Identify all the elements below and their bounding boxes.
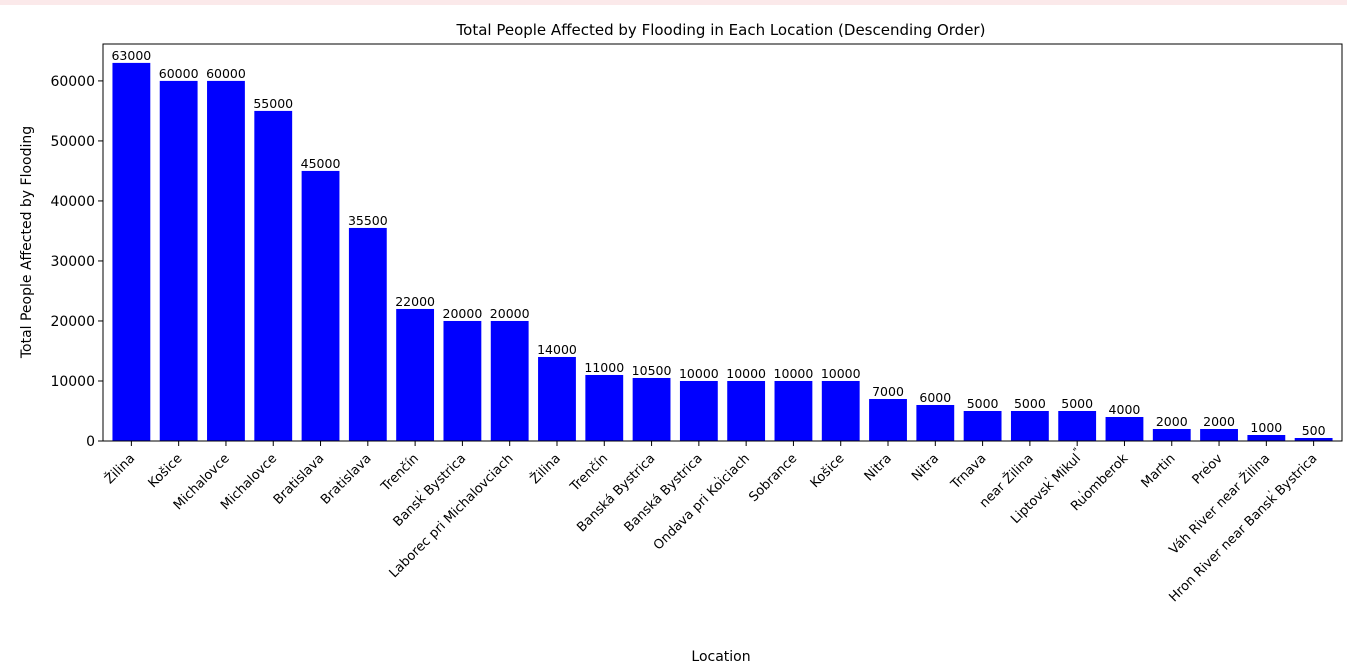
bar: [916, 404, 955, 441]
bar-value-label: 5000: [1014, 396, 1046, 411]
bar-value-label: 2000: [1203, 414, 1235, 429]
y-tick-label: 10000: [50, 374, 95, 390]
bar-value-label: 2000: [1156, 414, 1188, 429]
bar: [774, 380, 813, 441]
y-tick-label: 50000: [50, 134, 95, 150]
bar-value-label: 22000: [395, 294, 435, 309]
x-axis: Žilina KošiceMichalovceMichalovceBratisla…: [101, 441, 1320, 605]
bar: [727, 380, 766, 441]
bar: [679, 380, 718, 441]
bar: [821, 380, 860, 441]
bar: [1105, 416, 1144, 441]
bar: [1010, 410, 1049, 441]
plot-frame: [102, 43, 1343, 442]
bar-value-label: 4000: [1109, 402, 1141, 417]
bar-value-label: 10000: [679, 366, 719, 381]
bar: [538, 356, 576, 441]
bar-value-label: 55000: [253, 96, 293, 111]
y-tick-label: 40000: [50, 194, 95, 210]
bar: [1200, 428, 1238, 441]
bar-value-label: 10000: [821, 366, 861, 381]
bar: [632, 377, 671, 441]
bar-value-label: 20000: [490, 306, 530, 321]
bar: [585, 374, 624, 441]
x-tick-label: Trnava: [948, 451, 990, 493]
bar-value-label: 14000: [537, 342, 577, 357]
x-tick-label: Nitra: [862, 451, 895, 484]
bar-value-label: 500: [1302, 423, 1326, 438]
x-tick-label: Preࠠov: [1188, 450, 1226, 488]
bar: [1058, 410, 1097, 441]
bar-value-label: 10500: [632, 363, 672, 378]
value-labels-group: 63000 60000 60000 55000 45000 35500 22000 20000…: [111, 48, 1325, 438]
bar-value-label: 7000: [872, 384, 904, 399]
y-tick-label: 20000: [50, 314, 95, 330]
bar: [112, 62, 151, 442]
bar-value-label: 63000: [111, 48, 151, 63]
x-tick-label: Žilina: [101, 451, 138, 488]
y-axis-label: Total People Affected by Flooding: [19, 126, 35, 359]
x-axis-label: Location: [691, 649, 750, 665]
bar-value-label: 35500: [348, 213, 388, 228]
y-tick-label: 60000: [50, 74, 95, 90]
chart-title: Total People Affected by Flooding in Eac…: [456, 21, 986, 39]
bar: [159, 80, 198, 441]
bar: [1294, 437, 1333, 441]
bar-value-label: 45000: [301, 156, 341, 171]
bar: [1247, 434, 1286, 441]
bar: [254, 110, 293, 441]
bar-value-label: 11000: [584, 360, 624, 375]
bar-value-label: 5000: [1061, 396, 1093, 411]
bar: [207, 80, 245, 441]
bar: [301, 170, 340, 441]
x-tick-label: Bratislava: [318, 451, 375, 508]
bar: [869, 398, 907, 441]
bar-value-label: 10000: [726, 366, 766, 381]
bar: [396, 308, 435, 441]
y-tick-label: 0: [86, 434, 95, 450]
x-tick-label: Nitra: [909, 451, 942, 484]
bar-value-label: 20000: [443, 306, 483, 321]
bar: [490, 320, 529, 441]
bar: [963, 410, 1002, 441]
x-tick-label: Košice: [808, 451, 848, 491]
bar-value-label: 10000: [774, 366, 814, 381]
bar-value-label: 60000: [206, 66, 246, 81]
top-strip: [0, 0, 1347, 5]
x-tick-label: Košice: [146, 451, 186, 491]
y-tick-label: 30000: [50, 254, 95, 270]
bar: [443, 320, 482, 441]
bar-value-label: 1000: [1250, 420, 1282, 435]
x-tick-label: Trenčín: [378, 451, 422, 495]
y-axis: 0 10000 20000 30000 40000 50000 60000: [50, 74, 103, 450]
x-tick-label: Trenčín: [567, 451, 611, 495]
x-tick-label: Sobrance: [746, 451, 800, 505]
bar: [348, 227, 387, 441]
bar-value-label: 6000: [919, 390, 951, 405]
bar-value-label: 60000: [159, 66, 199, 81]
bar-value-label: 5000: [967, 396, 999, 411]
x-tick-label: Martin: [1139, 451, 1179, 491]
bars-group: [112, 62, 1333, 442]
bar: [1152, 428, 1191, 441]
x-tick-label: Žilina: [527, 451, 564, 488]
